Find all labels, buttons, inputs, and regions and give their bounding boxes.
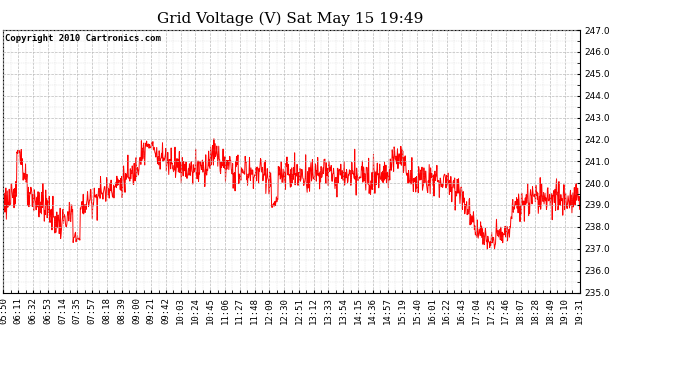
Text: Copyright 2010 Cartronics.com: Copyright 2010 Cartronics.com <box>5 34 161 43</box>
Text: Grid Voltage (V) Sat May 15 19:49: Grid Voltage (V) Sat May 15 19:49 <box>157 11 423 26</box>
